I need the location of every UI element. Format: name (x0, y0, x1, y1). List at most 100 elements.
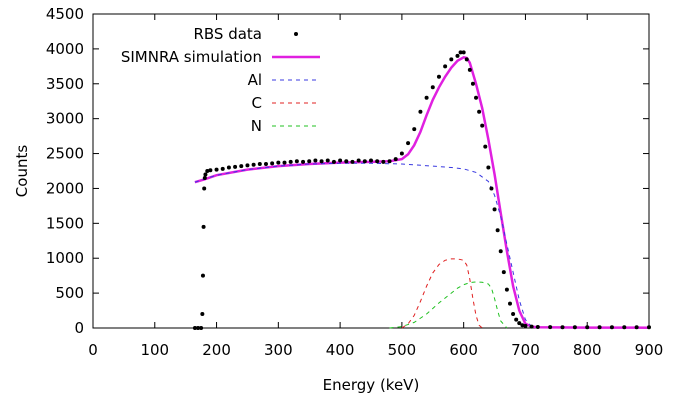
rbs-data-point (393, 157, 398, 162)
x-axis-title: Energy (keV) (323, 376, 420, 394)
rbs-data-point (517, 321, 522, 326)
rbs-data-point (251, 162, 256, 167)
rbs-data-point (529, 324, 534, 329)
rbs-data-point (263, 162, 268, 167)
rbs-data-point (282, 160, 287, 165)
rbs-data-point (276, 160, 281, 165)
rbs-data-point (362, 159, 367, 164)
rbs-data-point (412, 127, 417, 132)
y-tick-label: 2500 (46, 145, 84, 163)
rbs-data-point (470, 81, 475, 86)
rbs-data-point (196, 326, 201, 330)
rbs-data-point (597, 325, 602, 330)
rbs-data-point (548, 325, 553, 330)
y-tick-label: 4000 (46, 40, 84, 58)
rbs-data-point (622, 325, 627, 330)
rbs-data-point (331, 159, 336, 164)
rbs-data-point (501, 270, 506, 275)
rbs-data-point (634, 325, 639, 330)
x-tick-label: 600 (449, 341, 478, 359)
rbs-data-point (458, 50, 463, 55)
legend-sample-point (294, 32, 298, 36)
rbs-data-point (585, 325, 590, 330)
rbs-data-point (609, 325, 614, 330)
x-tick-label: 100 (140, 341, 169, 359)
rbs-data-point (495, 228, 500, 233)
rbs-data-point (406, 141, 411, 146)
legend-label: N (251, 117, 262, 135)
x-tick-label: 0 (88, 341, 98, 359)
rbs-data-point (399, 151, 404, 156)
rbs-data-point (520, 323, 525, 328)
series-line-simnra-simulation (194, 55, 650, 329)
series-line-al (194, 162, 538, 329)
rbs-data-point (344, 159, 349, 164)
rbs-data-point (489, 186, 494, 191)
rbs-data-point (307, 159, 312, 164)
legend-label: Al (248, 71, 262, 89)
plot-frame (92, 13, 650, 329)
rbs-data-point (288, 159, 293, 164)
rbs-data-point (350, 159, 355, 164)
rbs-data-point (498, 249, 503, 254)
legend-label: SIMNRA simulation (121, 48, 262, 66)
y-axis-title: Counts (13, 145, 31, 198)
rbs-data-point (483, 144, 488, 149)
rbs-data-point (443, 64, 448, 69)
rbs-data-point (418, 109, 423, 114)
rbs-data-point (523, 323, 528, 328)
series-lines (194, 55, 650, 329)
rbs-data-point (477, 109, 482, 114)
rbs-data-point (572, 325, 577, 330)
x-tick-label: 900 (635, 341, 664, 359)
legend-label: C (252, 94, 262, 112)
rbs-data-point (504, 287, 509, 292)
x-tick-label: 500 (388, 341, 417, 359)
rbs-data-point (486, 165, 491, 170)
x-tick-label: 200 (202, 341, 231, 359)
rbs-data-point (464, 57, 469, 62)
rbs-data-point (301, 159, 306, 164)
rbs-data-point (514, 317, 519, 322)
y-tick-label: 1500 (46, 214, 84, 232)
series-line-n (389, 281, 508, 329)
rbs-data-point (202, 186, 207, 191)
rbs-data-point (508, 301, 512, 306)
axis-ticks: 0 100 200 300 400 500 600 700 800 900 0 500 1000 1500… (46, 5, 664, 359)
rbs-data-point (356, 158, 361, 163)
legend: RBS data SIMNRA simulation Al CN (121, 25, 320, 135)
rbs-data-point (535, 324, 540, 329)
rbs-data-point (208, 168, 213, 173)
rbs-data-point (647, 325, 651, 330)
rbs-data-point (203, 172, 208, 177)
rbs-data-point (375, 159, 380, 164)
series-line-c (401, 258, 483, 329)
x-tick-label: 800 (573, 341, 602, 359)
rbs-data-point (492, 207, 497, 212)
rbs-data-point (455, 53, 460, 58)
data-points (192, 50, 651, 330)
rbs-data-point (200, 273, 205, 278)
rbs-data-point (294, 159, 299, 164)
rbs-data-point (220, 166, 225, 171)
x-tick-label: 300 (264, 341, 293, 359)
rbs-data-point (381, 159, 386, 164)
y-tick-label: 1000 (46, 249, 84, 267)
rbs-data-point (338, 158, 343, 163)
rbs-data-point (436, 74, 441, 79)
rbs-data-point (319, 159, 324, 164)
rbs-data-point (369, 158, 373, 163)
x-tick-label: 400 (326, 341, 355, 359)
y-tick-label: 3500 (46, 75, 84, 93)
rbs-data-point (214, 167, 219, 172)
rbs-data-point (430, 85, 435, 90)
rbs-data-point (511, 312, 516, 317)
rbs-data-point (449, 57, 454, 62)
rbs-data-point (202, 175, 207, 180)
y-tick-label: 0 (74, 319, 84, 337)
rbs-data-point (270, 161, 275, 166)
rbs-data-point (387, 159, 392, 164)
rbs-data-point (226, 165, 231, 170)
rbs-data-point (560, 325, 565, 330)
rbs-data-point (245, 163, 250, 168)
